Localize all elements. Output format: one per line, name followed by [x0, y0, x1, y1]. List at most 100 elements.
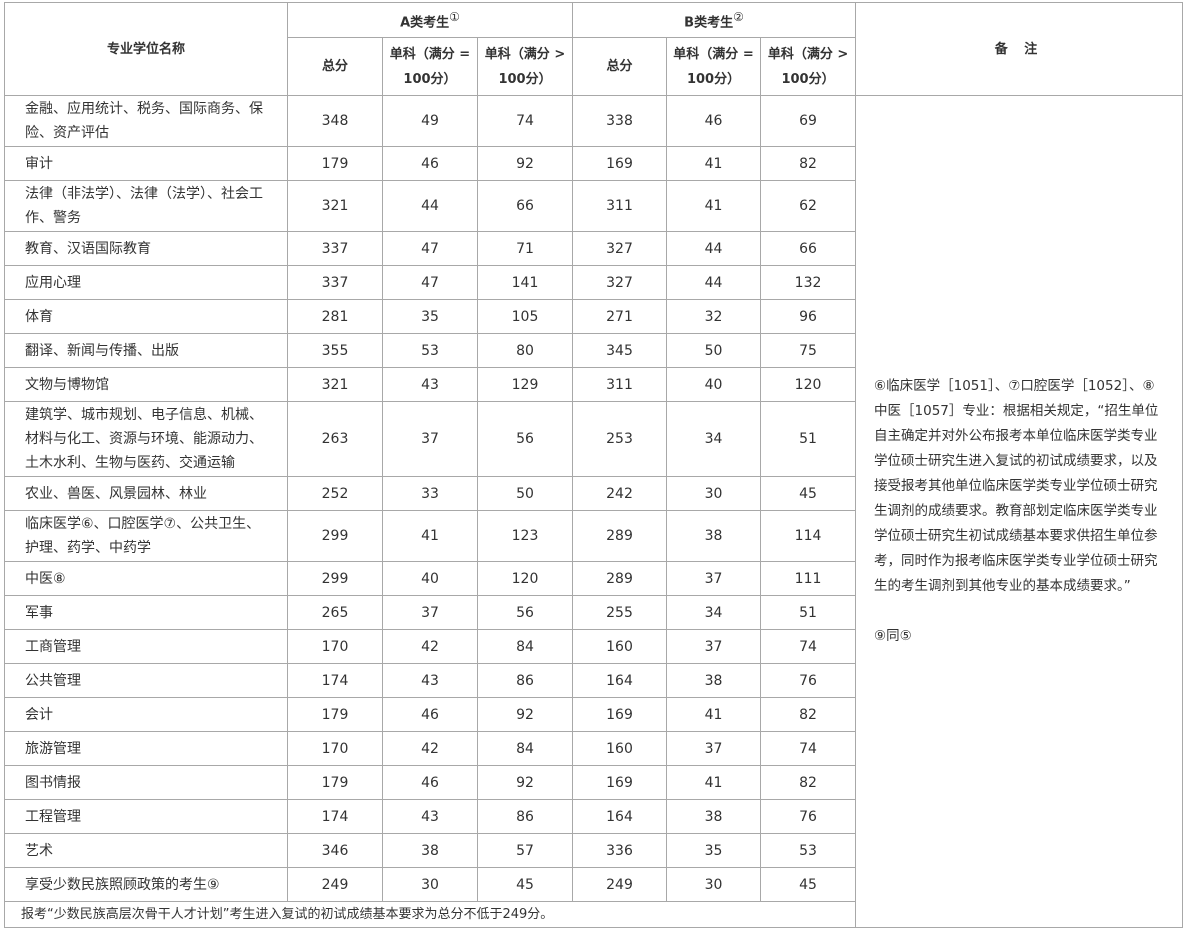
major-name: 会计: [4, 697, 288, 733]
score-cell: 337: [287, 265, 383, 301]
score-cell: 76: [760, 663, 857, 699]
score-cell: 92: [476, 146, 574, 182]
score-cell: 47: [382, 231, 478, 267]
table-row: 旅游管理 170 42 84 160 37 74: [4, 731, 1183, 767]
score-cell: 69: [760, 95, 857, 148]
score-cell: 86: [476, 799, 574, 835]
score-cell: 42: [382, 629, 478, 665]
table-row: 翻译、新闻与传播、出版 355 53 80 345 50 75: [4, 333, 1183, 369]
score-cell: 164: [572, 663, 668, 699]
score-cell: 170: [287, 731, 383, 767]
score-cell: 170: [287, 629, 383, 665]
score-cell: 169: [572, 146, 668, 182]
major-name: 图书情报: [4, 765, 288, 801]
major-name: 金融、应用统计、税务、国际商务、保险、资产评估: [4, 95, 288, 148]
score-cell: 30: [666, 476, 762, 512]
score-cell: 289: [572, 561, 668, 597]
header-cell: 单科（满分 > 100分）: [476, 37, 574, 97]
major-name: 公共管理: [4, 663, 288, 699]
header-cell: 备 注: [855, 1, 1184, 97]
table-row: 审计 179 46 92 169 41 82: [4, 146, 1183, 182]
score-cell: 46: [666, 95, 762, 148]
table-body: 金融、应用统计、税务、国际商务、保险、资产评估 348 49 74 338 46 69 ⑥临床…: [3, 95, 1184, 929]
score-cell: 82: [760, 765, 857, 801]
score-cell: 50: [666, 333, 762, 369]
table-row: 农业、兽医、风景园林、林业 252 33 50 242 30 45: [4, 476, 1183, 512]
major-name: 农业、兽医、风景园林、林业: [4, 476, 288, 512]
score-cell: 105: [476, 299, 574, 335]
header-cell: 单科（满分 > 100分）: [760, 37, 857, 97]
score-cell: 84: [476, 629, 574, 665]
score-cell: 38: [666, 663, 762, 699]
score-cell: 86: [476, 663, 574, 699]
score-cell: 249: [287, 867, 383, 903]
table-row: 公共管理 174 43 86 164 38 76: [4, 663, 1183, 699]
major-name: 审计: [4, 146, 288, 182]
score-cell: 321: [287, 367, 383, 403]
score-cell: 141: [476, 265, 574, 301]
group-note: ①: [449, 10, 460, 24]
remarks-cell: ⑥临床医学［1051］、⑦口腔医学［1052］、⑧中医［1057］专业：根据相关…: [855, 95, 1184, 929]
score-cell: 40: [382, 561, 478, 597]
major-name: 临床医学⑥、口腔医学⑦、公共卫生、护理、药学、中药学: [4, 510, 288, 563]
score-cell: 45: [760, 867, 857, 903]
table-row: 建筑学、城市规划、电子信息、机械、材料与化工、资源与环境、能源动力、土木水利、生…: [4, 401, 1183, 478]
score-cell: 265: [287, 595, 383, 631]
major-name: 艺术: [4, 833, 288, 869]
score-cell: 35: [382, 299, 478, 335]
score-cell: 242: [572, 476, 668, 512]
score-cell: 38: [666, 799, 762, 835]
score-cell: 56: [476, 401, 574, 478]
major-name: 应用心理: [4, 265, 288, 301]
score-cell: 169: [572, 697, 668, 733]
score-cell: 50: [476, 476, 574, 512]
score-cell: 271: [572, 299, 668, 335]
score-cell: 41: [666, 697, 762, 733]
score-cell: 47: [382, 265, 478, 301]
score-cell: 82: [760, 146, 857, 182]
major-name: 工程管理: [4, 799, 288, 835]
score-cell: 252: [287, 476, 383, 512]
score-cell: 66: [760, 231, 857, 267]
score-table: 专业学位名称 A类考生① B类考生② 备 注 总分 单科（满分 = 100分） 单科…: [3, 1, 1184, 929]
score-cell: 42: [382, 731, 478, 767]
table-row: 文物与博物馆 321 43 129 311 40 120: [4, 367, 1183, 403]
score-cell: 44: [382, 180, 478, 233]
header-cell: 专业学位名称: [4, 1, 288, 97]
score-cell: 327: [572, 231, 668, 267]
score-cell: 35: [666, 833, 762, 869]
score-cell: 299: [287, 510, 383, 563]
score-cell: 299: [287, 561, 383, 597]
major-name: 工商管理: [4, 629, 288, 665]
major-name: 旅游管理: [4, 731, 288, 767]
score-cell: 40: [666, 367, 762, 403]
score-cell: 37: [382, 595, 478, 631]
score-cell: 179: [287, 697, 383, 733]
score-cell: 46: [382, 146, 478, 182]
score-cell: 132: [760, 265, 857, 301]
table-row: 军事 265 37 56 255 34 51: [4, 595, 1183, 631]
score-cell: 80: [476, 333, 574, 369]
table-row: 教育、汉语国际教育 337 47 71 327 44 66: [4, 231, 1183, 267]
score-cell: 30: [382, 867, 478, 903]
score-cell: 37: [666, 629, 762, 665]
table-row: 艺术 346 38 57 336 35 53: [4, 833, 1183, 869]
footer-note: 报考“少数民族高层次骨干人才计划”考生进入复试的初试成绩基本要求为总分不低于24…: [3, 901, 857, 929]
score-cell: 57: [476, 833, 574, 869]
remark-text: ⑥临床医学［1051］、⑦口腔医学［1052］、⑧中医［1057］专业：根据相关…: [874, 378, 1159, 595]
score-cell: 51: [760, 401, 857, 478]
score-cell: 46: [382, 697, 478, 733]
score-cell: 164: [572, 799, 668, 835]
score-cell: 32: [666, 299, 762, 335]
header-row: 总分 单科（满分 = 100分） 单科（满分 > 100分） 总分 单科（满分 = 10…: [5, 37, 1183, 97]
score-cell: 327: [572, 265, 668, 301]
score-cell: 289: [572, 510, 668, 563]
score-cell: 253: [572, 401, 668, 478]
major-name: 建筑学、城市规划、电子信息、机械、材料与化工、资源与环境、能源动力、土木水利、生…: [4, 401, 288, 478]
table-row: 享受少数民族照顾政策的考生⑨ 249 30 45 249 30 45: [4, 867, 1183, 903]
major-name: 体育: [4, 299, 288, 335]
score-cell: 120: [476, 561, 574, 597]
score-cell: 37: [666, 731, 762, 767]
table-row: 中医⑧ 299 40 120 289 37 111: [4, 561, 1183, 597]
score-cell: 41: [666, 765, 762, 801]
